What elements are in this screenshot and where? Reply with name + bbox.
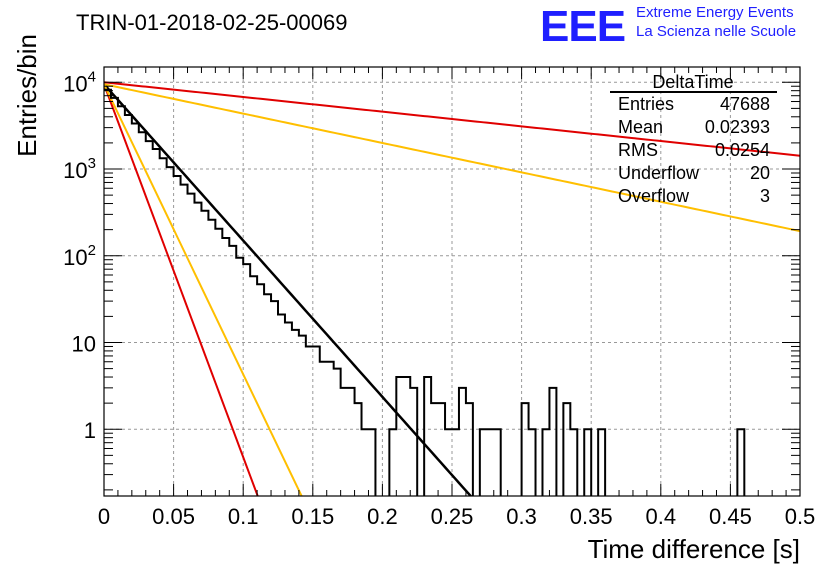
x-tick-label: 0.1 [228, 504, 259, 529]
stats-label: Underflow [618, 163, 700, 183]
logo-subtitle-1: Extreme Energy Events [636, 4, 794, 21]
y-tick-base: 10 [63, 71, 87, 96]
grid-lines [104, 67, 800, 496]
chart-title: TRIN-01-2018-02-25-00069 [76, 10, 348, 35]
x-tick-label: 0.25 [431, 504, 474, 529]
fit-curves [104, 81, 800, 496]
fit-line-red-1 [104, 81, 800, 157]
fit-line-black-0 [104, 83, 473, 496]
y-tick-base: 10 [63, 245, 87, 270]
x-tick-label: 0.15 [291, 504, 334, 529]
y-tick-exp: 4 [88, 68, 96, 85]
axes-frame [103, 66, 801, 497]
x-tick-label: 0.4 [646, 504, 677, 529]
stats-label: Entries [618, 94, 674, 114]
fit-line-orange-4 [104, 83, 303, 496]
stats-value: 0.02393 [705, 117, 770, 137]
histogram [104, 88, 746, 496]
x-axis-label: Time difference [s] [588, 534, 800, 564]
y-tick-label: 104 [63, 68, 96, 96]
y-tick-exp: 3 [88, 155, 96, 172]
y-tick-label: 103 [63, 155, 96, 183]
stats-label: Mean [618, 117, 663, 137]
x-tick-label: 0.2 [367, 504, 398, 529]
x-tick-label: 0.5 [785, 504, 816, 529]
x-tick-label: 0 [98, 504, 110, 529]
stats-value: 3 [760, 186, 770, 206]
x-tick-label: 0.35 [570, 504, 613, 529]
y-tick-base: 10 [63, 158, 87, 183]
stats-value: 0.0254 [715, 140, 770, 160]
y-tick-label: 10 [72, 332, 96, 357]
x-tick-label: 0.45 [709, 504, 752, 529]
x-tick-label: 0.3 [506, 504, 537, 529]
y-tick-label: 1 [84, 418, 96, 443]
y-tick-label: 102 [63, 242, 96, 270]
stats-value: 47688 [720, 94, 770, 114]
histogram-steps [104, 88, 746, 496]
stats-label: RMS [618, 140, 658, 160]
plot-frame [103, 66, 801, 497]
stats-title: DeltaTime [652, 72, 733, 92]
x-tick-label: 0.05 [152, 504, 195, 529]
fit-line-orange-2 [104, 83, 800, 233]
y-tick-exp: 2 [88, 242, 96, 259]
fit-line-red-3 [104, 83, 259, 496]
stats-label: Overflow [618, 186, 690, 206]
y-axis-label: Entries/bin [12, 34, 42, 157]
stats-value: 20 [750, 163, 770, 183]
eee-logo: EEE [540, 2, 626, 51]
logo-subtitle-2: La Scienza nelle Scuole [636, 23, 797, 40]
axis-ticks: 0 0.05 0.1 0.15 0.2 0.25 0.3 0.35 0.4 0.45 0.51101… [63, 67, 815, 529]
